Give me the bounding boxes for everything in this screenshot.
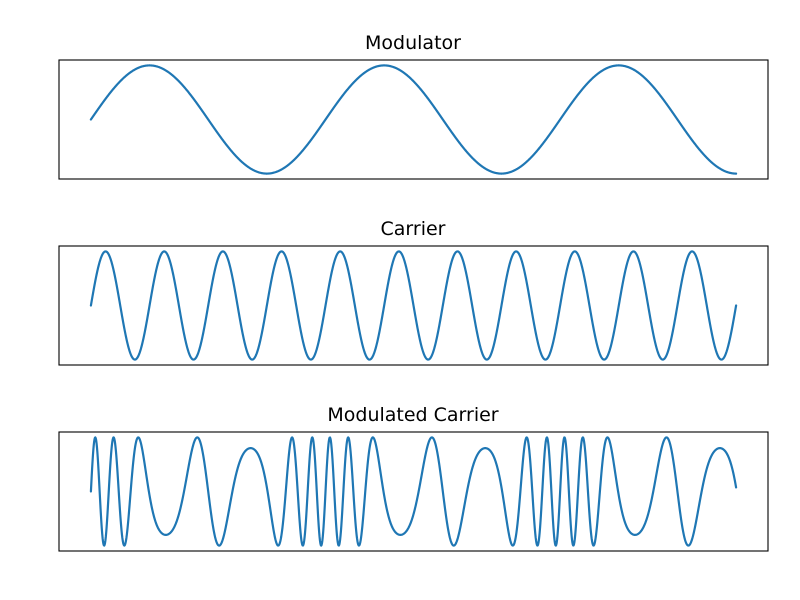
panel-title-modulated-carrier: Modulated Carrier [327, 404, 498, 426]
panel-modulated-carrier: Modulated Carrier [58, 404, 769, 552]
panel-title-carrier: Carrier [381, 218, 446, 240]
panel-title-modulator: Modulator [365, 32, 461, 54]
plot-frame-carrier [58, 245, 769, 366]
plot-frame-modulated-carrier [58, 431, 769, 552]
panel-carrier: Carrier [58, 218, 769, 366]
series-line-modulator [89, 64, 738, 175]
series-line-carrier [89, 250, 738, 361]
panel-modulator: Modulator [58, 32, 769, 180]
series-line-modulated-carrier [89, 436, 738, 547]
plot-frame-modulator [58, 59, 769, 180]
